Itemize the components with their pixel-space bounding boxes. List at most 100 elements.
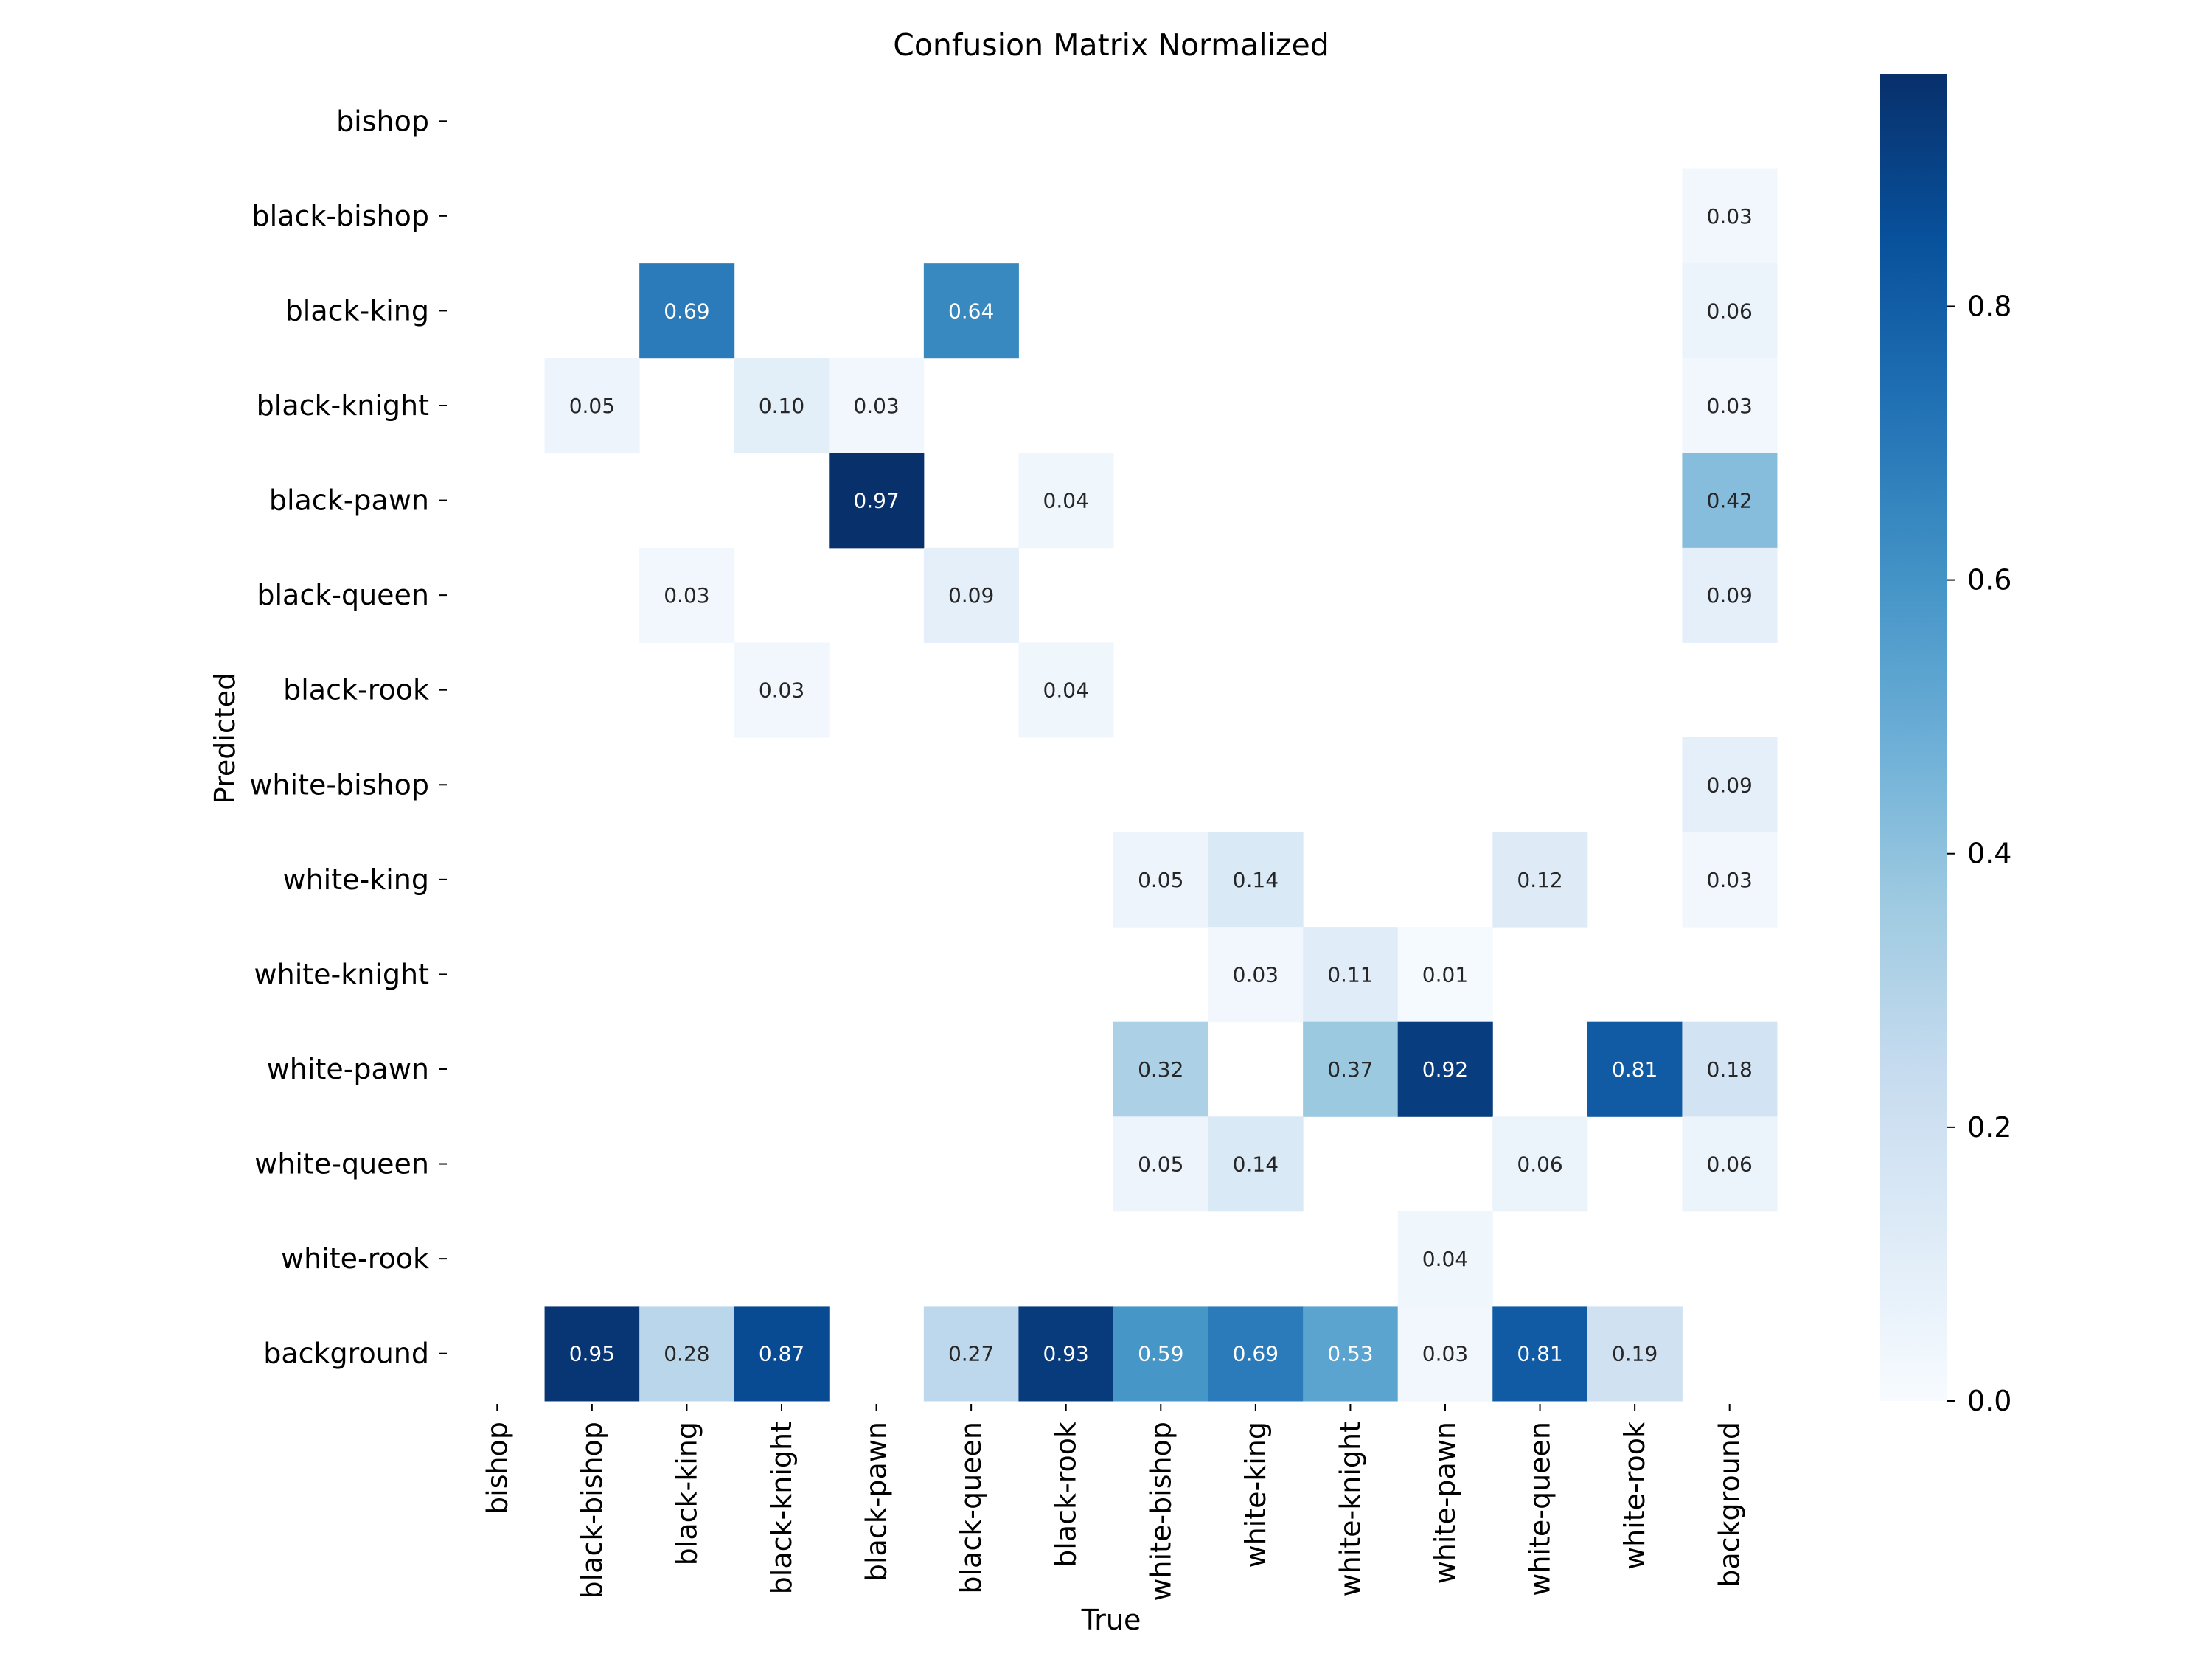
heatmap-cell: [1303, 1306, 1399, 1402]
cell-value-label: 0.18: [1707, 1057, 1753, 1082]
cell-value-label: 0.97: [853, 489, 899, 513]
y-tick-label: black-king: [285, 294, 429, 327]
x-tick-label: white-bishop: [1144, 1422, 1177, 1601]
cell-value-label: 0.14: [1233, 1152, 1279, 1177]
cell-value-label: 0.53: [1327, 1342, 1373, 1366]
y-tick-label: white-knight: [254, 958, 429, 990]
heatmap-cell: [1682, 547, 1778, 643]
cell-value-label: 0.04: [1043, 489, 1089, 513]
heatmap-cell: [829, 358, 925, 453]
cell-value-label: 0.87: [759, 1342, 804, 1366]
heatmap-cell: [1682, 358, 1778, 453]
x-tick-label: black-king: [670, 1422, 703, 1565]
colorbar-tick-label: 0.4: [1967, 838, 2011, 870]
heatmap-cell: [1682, 1116, 1778, 1212]
cell-value-label: 0.12: [1517, 868, 1562, 892]
chart-title: Confusion Matrix Normalized: [893, 27, 1329, 63]
x-tick-label: white-pawn: [1429, 1422, 1461, 1584]
heatmap-cell: [1397, 1211, 1493, 1307]
x-tick-label: black-rook: [1050, 1422, 1082, 1568]
heatmap-cell: [1303, 1021, 1399, 1117]
cell-value-label: 0.09: [948, 583, 994, 608]
cell-value-label: 0.03: [1707, 204, 1753, 229]
x-axis-ticks: bishop black-bishop black-king black-knight…: [481, 1404, 1746, 1601]
y-tick-label: white-pawn: [267, 1053, 429, 1085]
cell-value-label: 0.81: [1612, 1057, 1658, 1082]
heatmap-cell: [1018, 642, 1114, 738]
cell-value-label: 0.10: [759, 394, 804, 418]
heatmap-cell: [1208, 1116, 1304, 1212]
heatmap-cell: [1113, 1116, 1209, 1212]
y-tick-label: white-queen: [254, 1148, 429, 1180]
x-tick-label: black-pawn: [860, 1422, 893, 1582]
heatmap-cell: [1397, 1021, 1493, 1117]
colorbar-tick-label: 0.2: [1967, 1111, 2011, 1144]
x-tick-label: background: [1714, 1422, 1746, 1587]
heatmap-cell: [1397, 927, 1493, 1023]
x-tick-label: white-rook: [1618, 1422, 1651, 1570]
y-tick-label: black-knight: [257, 389, 429, 422]
cell-value-label: 0.42: [1707, 489, 1753, 513]
cell-value-label: 0.92: [1422, 1057, 1468, 1082]
cell-value-label: 0.28: [664, 1342, 709, 1366]
heatmap-cell: [1113, 1021, 1209, 1117]
cell-value-label: 0.04: [1043, 678, 1089, 703]
cell-value-label: 0.06: [1707, 1152, 1753, 1177]
cell-value-label: 0.03: [759, 678, 804, 703]
cell-value-label: 0.37: [1327, 1057, 1373, 1082]
cell-value-label: 0.06: [1517, 1152, 1562, 1177]
heatmap-cell: [1682, 263, 1778, 359]
cell-value-label: 0.64: [948, 299, 994, 323]
cell-value-label: 0.01: [1422, 962, 1468, 987]
cell-value-label: 0.69: [1233, 1342, 1279, 1366]
cell-value-label: 0.03: [1707, 394, 1753, 418]
heatmap-cell: [923, 1306, 1019, 1402]
heatmap-cell: [1113, 832, 1209, 928]
heatmap-cell: [734, 642, 830, 738]
colorbar: [1880, 74, 1947, 1401]
cell-value-label: 0.03: [664, 583, 709, 608]
colorbar-tick-label: 0.8: [1967, 290, 2011, 322]
cell-value-label: 0.59: [1138, 1342, 1183, 1366]
colorbar-ticks: 0.0 0.2 0.4 0.6 0.8: [1947, 290, 2011, 1417]
heatmap-cell: [1492, 832, 1588, 928]
colorbar-tick-label: 0.6: [1967, 564, 2011, 597]
x-tick-label: bishop: [481, 1422, 513, 1514]
heatmap-cell: [544, 358, 640, 453]
heatmap-cell: [1682, 168, 1778, 264]
y-tick-label: black-rook: [283, 674, 429, 706]
heatmap-cell: [1587, 1021, 1683, 1117]
y-axis-ticks: bishop black-bishop black-king black-knight…: [249, 105, 447, 1370]
heatmap-cell: [1303, 927, 1399, 1023]
heatmap-cell: [1682, 1021, 1778, 1117]
x-tick-label: black-knight: [765, 1422, 798, 1594]
cell-value-label: 0.11: [1327, 962, 1373, 987]
heatmap-cell: [1682, 832, 1778, 928]
cell-value-label: 0.95: [569, 1342, 615, 1366]
heatmap-cell: [1682, 737, 1778, 833]
x-axis-label: True: [1081, 1604, 1141, 1636]
cell-value-label: 0.09: [1707, 583, 1753, 608]
heatmap-cell-labels: 0.03 0.69 0.64 0.06 0.05 0.10 0.03 0.03 0.97 0.04…: [569, 204, 1753, 1366]
y-tick-label: white-rook: [281, 1242, 429, 1275]
heatmap-cells: [544, 168, 1778, 1402]
heatmap-cell: [1492, 1306, 1588, 1402]
y-tick-label: white-king: [283, 863, 429, 896]
cell-value-label: 0.06: [1707, 299, 1753, 323]
heatmap-cell: [1587, 1306, 1683, 1402]
cell-value-label: 0.09: [1707, 773, 1753, 797]
cell-value-label: 0.05: [569, 394, 615, 418]
y-tick-label: bishop: [336, 105, 429, 137]
cell-value-label: 0.03: [853, 394, 899, 418]
y-tick-label: background: [263, 1338, 429, 1370]
y-tick-label: white-bishop: [249, 768, 429, 801]
y-tick-label: black-queen: [257, 579, 429, 611]
y-axis-label: Predicted: [209, 672, 241, 804]
y-tick-label: black-bishop: [251, 200, 429, 232]
cell-value-label: 0.93: [1043, 1342, 1089, 1366]
heatmap-cell: [1018, 1306, 1114, 1402]
cell-value-label: 0.03: [1233, 962, 1279, 987]
heatmap-cell: [734, 358, 830, 453]
heatmap-cell: [1208, 927, 1304, 1023]
heatmap-cell: [639, 1306, 735, 1402]
